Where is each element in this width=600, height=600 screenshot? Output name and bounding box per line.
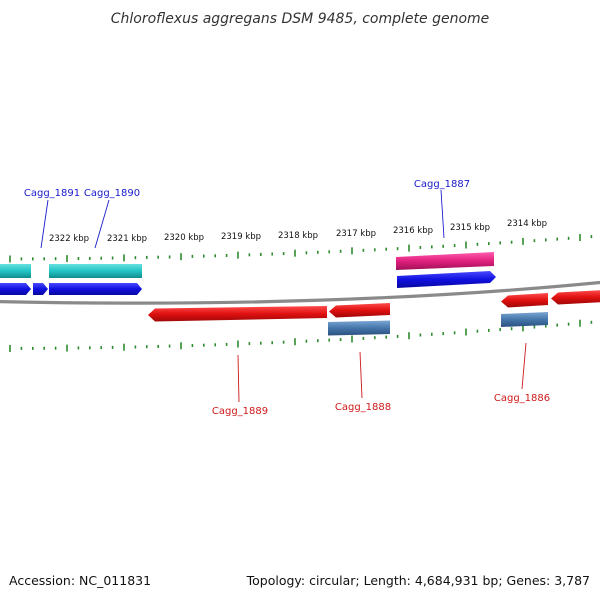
gene-arrow-steel-cagg-1888[interactable] [328,320,390,336]
gene-label-cagg-1886[interactable]: Cagg_1886 [494,393,550,404]
gene-arrow-blue-cagg-1887[interactable] [397,271,496,288]
scale-label: 2314 kbp [507,219,547,229]
gene-arrow-blue-cagg-1891[interactable] [33,283,48,295]
gene-arrow-red-cagg-1886[interactable] [501,293,548,308]
scale-label: 2316 kbp [393,226,433,236]
reverse-gene-row [148,290,600,322]
scale-label: 2315 kbp [450,223,490,233]
leader-line [359,351,363,399]
gene-label-cagg-1887[interactable]: Cagg_1887 [414,179,470,190]
scale-label: 2317 kbp [336,229,376,239]
scale-labels: 2322 kbp 2321 kbp 2320 kbp 2319 kbp 2318… [49,219,547,244]
forward-gene-cagg-1887 [396,252,496,288]
forward-gene-labels: Cagg_1891 Cagg_1890 Cagg_1887 [24,179,470,249]
scale-label: 2321 kbp [107,234,147,244]
topology-text: Topology: circular; Length: 4,684,931 bp… [246,573,590,588]
scale-label: 2318 kbp [278,231,318,241]
leader-line [40,199,49,249]
gene-arrow-blue-cagg-1890[interactable] [49,283,142,295]
gene-arrow-red-cagg-1888[interactable] [329,303,390,318]
reverse-cds-row [328,312,548,336]
leader-line [440,189,445,239]
scale-label: 2319 kbp [221,232,261,242]
gene-arrow-red-cagg-1889[interactable] [148,306,327,322]
map-title: Chloroflexus aggregans DSM 9485, complet… [111,11,490,27]
forward-tick-marks [9,234,593,263]
gene-label-cagg-1891[interactable]: Cagg_1891 [24,188,80,199]
reverse-gene-labels: Cagg_1889 Cagg_1888 Cagg_1886 [212,342,550,417]
scale-label: 2322 kbp [49,234,89,244]
forward-gene-row [0,283,142,295]
gene-arrow-cyan-cagg-1890[interactable] [49,264,142,278]
reverse-tick-marks [9,319,593,352]
scale-label: 2320 kbp [164,233,204,243]
leader-line [521,342,527,390]
leader-line [94,199,110,249]
gene-arrow-red[interactable] [551,290,600,305]
forward-cds-row [0,264,142,278]
gene-label-cagg-1889[interactable]: Cagg_1889 [212,406,268,417]
genome-backbone [0,280,600,305]
gene-arrow-magenta-cagg-1887[interactable] [396,252,494,270]
gene-arrow-steel-cagg-1886[interactable] [501,312,548,327]
gene-label-cagg-1888[interactable]: Cagg_1888 [335,402,391,413]
gene-arrow-cyan[interactable] [0,264,31,278]
gene-label-cagg-1890[interactable]: Cagg_1890 [84,188,140,199]
accession-text: Accession: NC_011831 [9,573,152,588]
gene-arrow-blue[interactable] [0,283,31,295]
leader-line [237,354,240,403]
